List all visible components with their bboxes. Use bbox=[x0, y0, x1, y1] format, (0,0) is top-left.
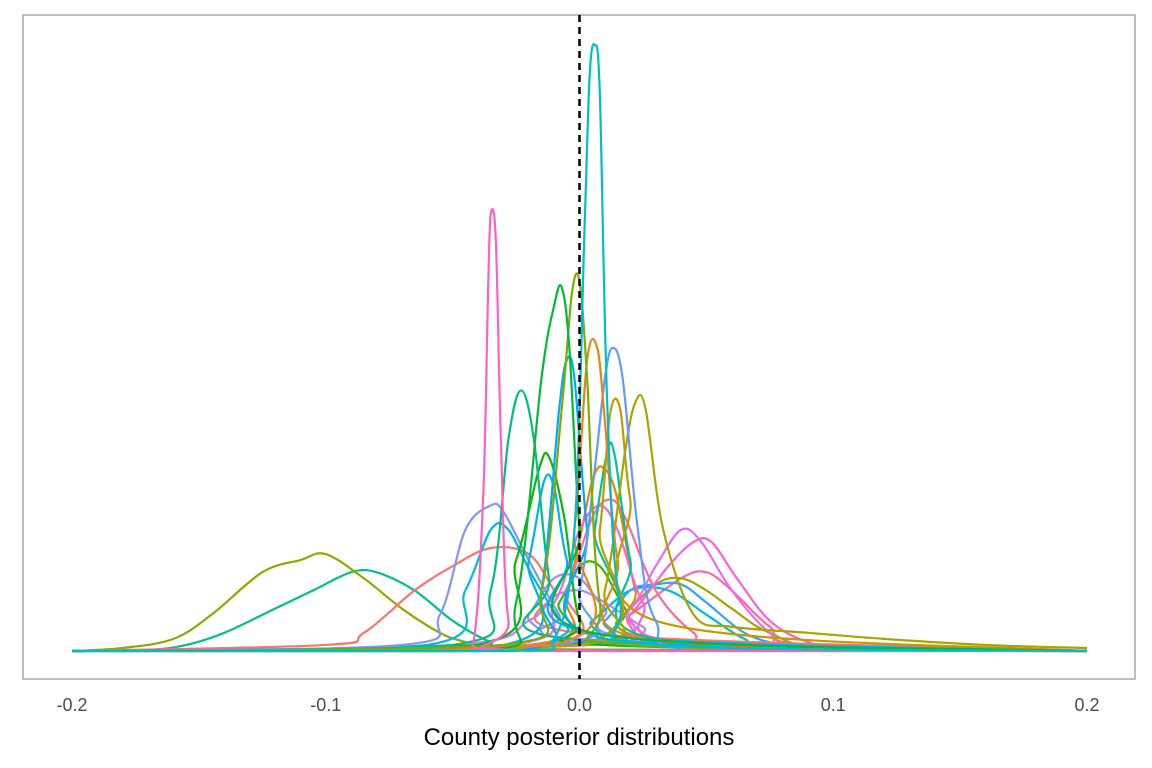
x-tick-label: 0.2 bbox=[1074, 695, 1099, 715]
density-curve-4 bbox=[71, 272, 1088, 653]
x-tick-label: -0.2 bbox=[56, 695, 87, 715]
series-layer bbox=[71, 43, 1088, 653]
x-tick-label: 0.0 bbox=[567, 695, 592, 715]
density-curve-1 bbox=[71, 43, 1088, 653]
x-axis-title: County posterior distributions bbox=[424, 724, 735, 751]
x-tick-label: -0.1 bbox=[310, 695, 341, 715]
x-axis-ticks: -0.2 -0.1 0.0 0.1 0.2 bbox=[56, 695, 1099, 715]
x-tick-label: 0.1 bbox=[821, 695, 846, 715]
density-curve-9 bbox=[71, 393, 1088, 653]
